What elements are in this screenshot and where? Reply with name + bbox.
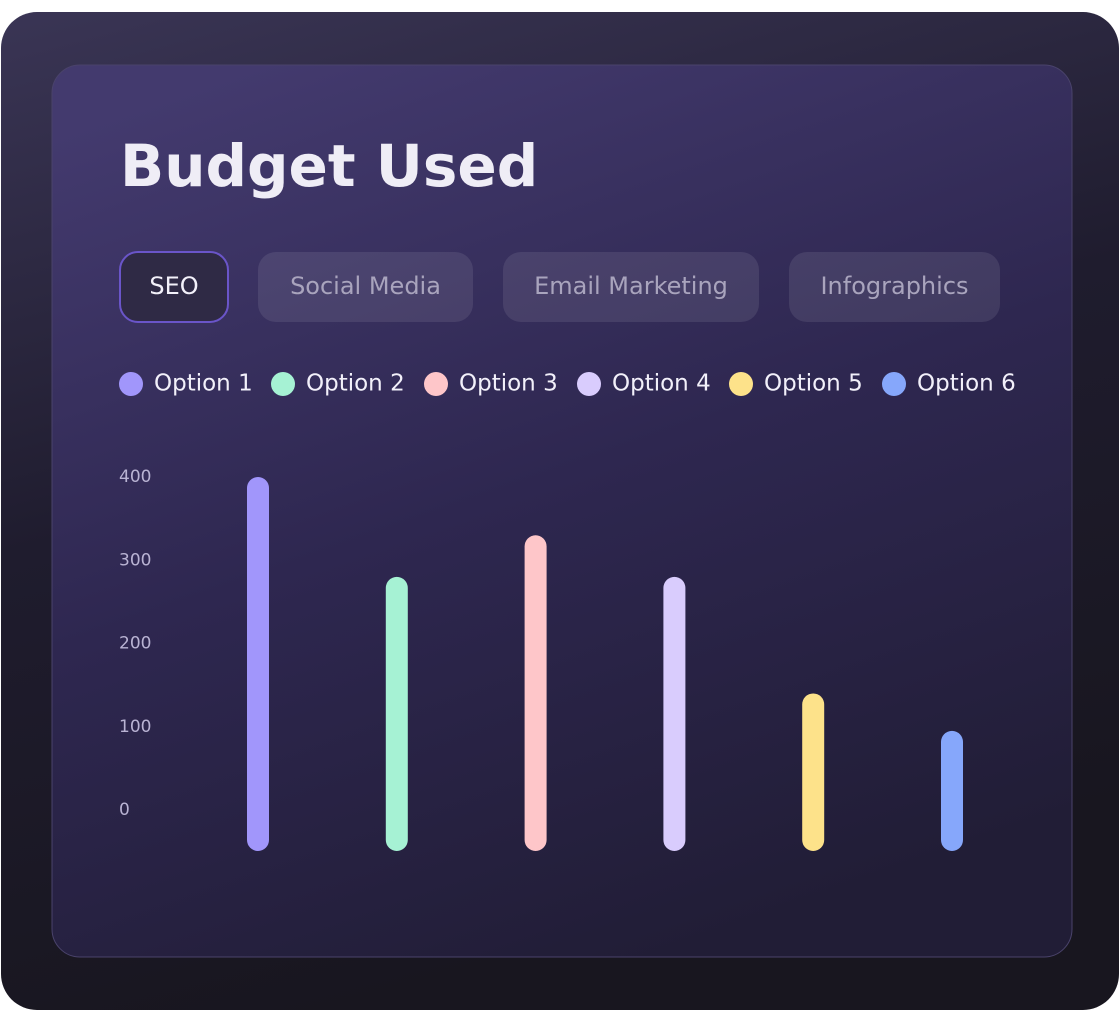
y-tick-label: 300 xyxy=(119,550,151,570)
bar xyxy=(663,576,686,851)
legend-swatch xyxy=(424,372,448,396)
bar xyxy=(941,730,963,851)
y-tick-label: 0 xyxy=(119,800,130,820)
tab-background[interactable] xyxy=(119,251,229,323)
y-tick-label: 200 xyxy=(119,634,151,654)
legend-swatch xyxy=(577,372,601,396)
tab-label[interactable]: Social Media xyxy=(290,272,441,300)
legend-label: Option 4 xyxy=(612,371,711,397)
tab-bar: SEO Social Media Email Marketing Infographi… xyxy=(119,251,1000,323)
tab-label[interactable]: Email Marketing xyxy=(534,272,728,300)
bar xyxy=(524,535,547,851)
tab[interactable]: Email Marketing xyxy=(503,252,759,322)
plot: 0 100 200 300 400 xyxy=(119,467,963,851)
tab[interactable]: Infographics xyxy=(789,252,1000,322)
legend-swatch xyxy=(271,372,295,396)
tab-background[interactable] xyxy=(258,252,473,322)
tab[interactable]: Social Media xyxy=(258,252,473,322)
legend-swatch xyxy=(882,372,906,396)
bar xyxy=(247,477,269,851)
tab-label[interactable]: Infographics xyxy=(820,272,968,300)
bar xyxy=(385,576,408,851)
legend-label: Option 6 xyxy=(917,371,1016,397)
legend-label: Option 3 xyxy=(459,371,558,397)
y-tick-label: 100 xyxy=(119,717,151,737)
legend-swatch xyxy=(119,372,143,396)
legend-label: Option 1 xyxy=(154,371,253,397)
tab-background[interactable] xyxy=(789,252,1000,322)
bar xyxy=(802,693,825,851)
legend: Option 1 Option 2 Option 3 Option 4 Option 5… xyxy=(119,371,1016,397)
legend-swatch xyxy=(729,372,753,396)
legend-label: Option 2 xyxy=(306,371,405,397)
tab-label[interactable]: SEO xyxy=(149,272,198,300)
legend-label: Option 5 xyxy=(764,371,863,397)
y-tick-label: 400 xyxy=(119,467,151,487)
tab-background[interactable] xyxy=(503,252,759,322)
chart-title: Budget Used xyxy=(120,132,538,200)
tab[interactable]: SEO xyxy=(119,251,229,323)
